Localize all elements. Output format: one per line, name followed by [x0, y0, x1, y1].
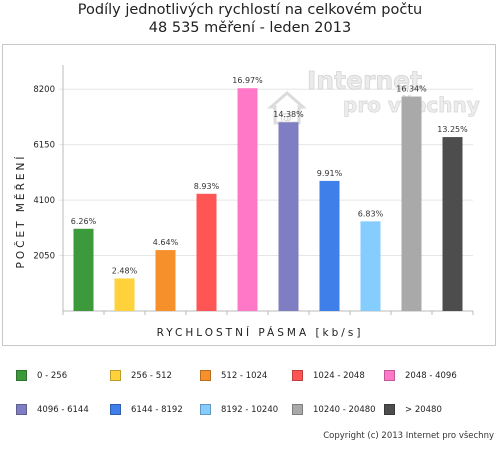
watermark-text-1: Internet	[307, 66, 422, 95]
legend-swatch	[384, 404, 395, 415]
chart-title: Podíly jednotlivých rychlostí na celkové…	[77, 2, 423, 18]
legend-swatch	[200, 370, 211, 381]
bar-value-label: 9.91%	[317, 169, 343, 178]
y-tick-label: 4100	[33, 196, 55, 206]
bar-value-label: 4.64%	[153, 238, 179, 247]
legend-swatch	[384, 370, 395, 381]
bar	[237, 88, 258, 311]
chart-subtitle: 48 535 měření - leden 2013	[148, 20, 352, 36]
legend-row: 4096 - 6144 6144 - 8192 8192 - 10240 10240 …	[16, 402, 496, 436]
y-tick-label: 6150	[33, 141, 55, 151]
legend-row: 0 - 256 256 - 512 512 - 1024 1024 - 2048 204…	[16, 368, 496, 402]
legend-label: 4096 - 6144	[37, 405, 89, 415]
legend-label: 256 - 512	[131, 371, 172, 381]
legend-label: 2048 - 4096	[405, 371, 457, 381]
value-labels: 6.26% 2.48% 4.64% 8.93% 16.97% 14.38% 9.91% 6.8…	[71, 76, 468, 275]
bar-value-label: 2.48%	[112, 266, 138, 275]
legend-label: > 20480	[405, 405, 442, 415]
bar	[155, 250, 176, 311]
copyright-text: Copyright (c) 2013 Internet pro všechny	[323, 431, 494, 441]
bar-value-label: 16.97%	[232, 76, 263, 85]
legend-label: 6144 - 8192	[131, 405, 183, 415]
legend-swatch	[292, 370, 303, 381]
legend-swatch	[110, 404, 121, 415]
bar	[196, 193, 217, 311]
x-axis-title: RYCHLOSTNÍ PÁSMA [kb/s]	[157, 326, 364, 339]
legend-label: 8192 - 10240	[221, 405, 279, 415]
svg-text:@: @	[280, 111, 292, 125]
bar	[73, 228, 94, 311]
bar-value-label: 14.38%	[273, 110, 304, 119]
y-axis-title: POČET MĚŘENÍ	[14, 154, 27, 269]
legend-label: 10240 - 20480	[313, 405, 376, 415]
bar	[401, 96, 422, 311]
legend-label: 512 - 1024	[221, 371, 268, 381]
legend-label: 0 - 256	[37, 371, 68, 381]
legend-swatch	[110, 370, 121, 381]
legend-swatch	[200, 404, 211, 415]
bar-value-label: 6.83%	[358, 209, 384, 218]
chart-frame: @ Internet pro všechny 6.26% 2.48% 4.64% 8.…	[2, 44, 496, 346]
bar-value-label: 13.25%	[437, 125, 468, 134]
legend-swatch	[16, 404, 27, 415]
bar	[360, 221, 381, 311]
house-logo-icon: @	[267, 91, 307, 125]
bars	[73, 88, 463, 311]
bar	[114, 278, 135, 311]
legend: 0 - 256 256 - 512 512 - 1024 1024 - 2048 204…	[16, 368, 496, 436]
bar-value-label: 8.93%	[194, 182, 220, 191]
bar-value-label: 16.34%	[396, 85, 427, 94]
y-tick-label: 2050	[33, 252, 55, 262]
y-tick-label: 8200	[33, 85, 55, 95]
y-tick-labels: 2050 4100 6150 8200	[33, 85, 55, 261]
legend-label: 1024 - 2048	[313, 371, 365, 381]
bar	[319, 180, 340, 311]
legend-swatch	[292, 404, 303, 415]
bar	[442, 137, 463, 311]
bar	[278, 122, 299, 311]
legend-swatch	[16, 370, 27, 381]
bar-value-label: 6.26%	[71, 217, 97, 226]
bar-chart: @ Internet pro všechny 6.26%2.48%4.64%8.…	[14, 65, 480, 339]
